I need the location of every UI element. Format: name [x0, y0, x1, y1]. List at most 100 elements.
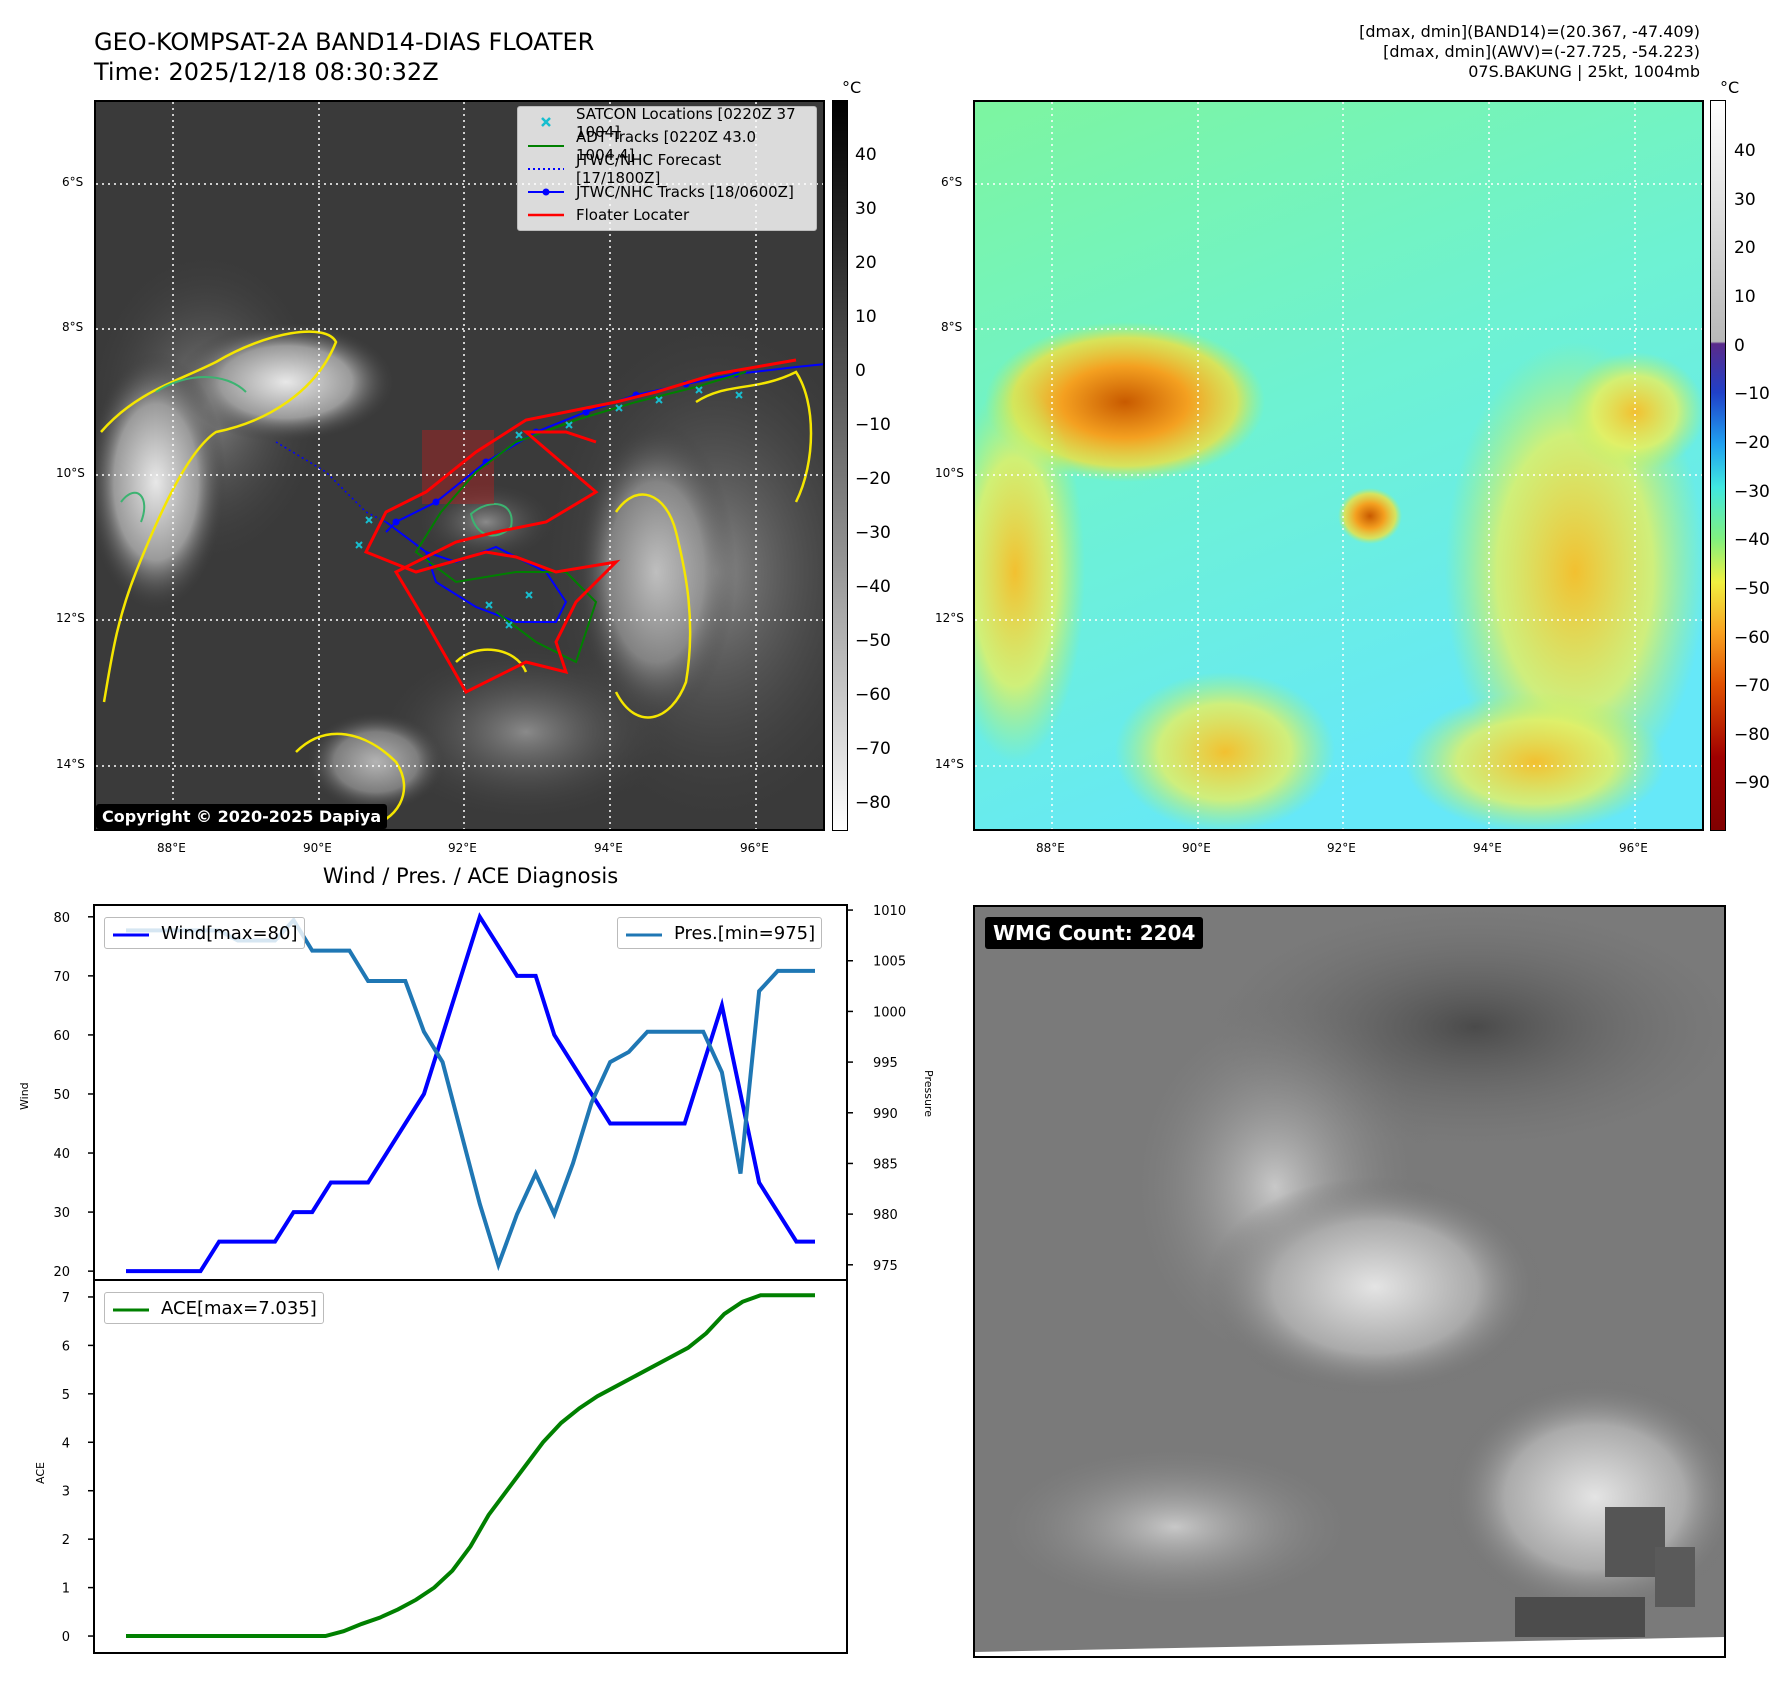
pressure-tick-label: 1000 — [873, 1005, 906, 1020]
ace-legend: ACE[max=7.035] — [104, 1292, 324, 1324]
ace-axis-label: ACE — [34, 1462, 47, 1484]
wmg-image — [975, 907, 1724, 1656]
ace-tick-label: 3 — [62, 1485, 70, 1500]
ace-tick-label: 6 — [62, 1339, 70, 1354]
diagnosis-title: Wind / Pres. / ACE Diagnosis — [322, 864, 619, 888]
satcon-marker-icon — [526, 116, 566, 130]
forecast-line-icon — [526, 162, 566, 176]
pressure-legend: Pres.[min=975] — [617, 917, 823, 949]
left-cbar-tick: −60 — [855, 685, 891, 705]
wmg-panel: WMG Count: 2204 — [973, 905, 1726, 1658]
lat-label-8s: 8°S — [62, 320, 84, 334]
floater-line-icon — [526, 208, 566, 222]
right-cbar-tick: −90 — [1734, 773, 1770, 793]
diagnosis-charts: 2030405060708097598098599099510001005101… — [53, 904, 906, 1654]
ace-line-icon — [111, 1301, 151, 1315]
adt-line-icon — [526, 139, 566, 153]
legend-forecast-label: JTWC/NHC Forecast [17/1800Z] — [576, 150, 722, 187]
legend-tracks-label: JTWC/NHC Tracks [18/0600Z] — [576, 182, 794, 201]
wind-chart-frame — [93, 904, 848, 1281]
ace-tick-label: 2 — [62, 1533, 70, 1548]
pressure-tick-label: 985 — [873, 1157, 898, 1172]
lat-label-8s: 8°S — [941, 320, 963, 334]
right-cbar-tick: −30 — [1734, 482, 1770, 502]
lon-label-94e: 94°E — [594, 841, 623, 855]
lon-label-88e: 88°E — [1036, 841, 1065, 855]
left-colorbar-unit: °C — [842, 78, 862, 97]
storm-info: 07S.BAKUNG | 25kt, 1004mb — [1468, 62, 1700, 81]
wind-line-icon — [111, 926, 151, 940]
track-legend: SATCON Locations [0220Z 37 1004] ADT Tra… — [517, 105, 817, 231]
lon-label-88e: 88°E — [157, 841, 186, 855]
lon-label-96e: 96°E — [740, 841, 769, 855]
right-cbar-tick: −10 — [1734, 384, 1770, 404]
legend-floater-label: Floater Locater — [576, 205, 690, 224]
lat-label-12s: 12°S — [56, 611, 85, 625]
legend-adt-label: ADT Tracks [0220Z 43.0 1004.4] — [576, 127, 757, 164]
left-cbar-tick: 20 — [855, 253, 877, 273]
pressure-tick-label: 975 — [873, 1259, 898, 1274]
lon-label-96e: 96°E — [1619, 841, 1648, 855]
lat-label-6s: 6°S — [941, 175, 963, 189]
left-cbar-tick: 40 — [855, 145, 877, 165]
left-cbar-tick: −10 — [855, 415, 891, 435]
ace-tick-label: 0 — [62, 1630, 70, 1645]
ace-tick-label: 1 — [62, 1582, 70, 1597]
lon-label-94e: 94°E — [1473, 841, 1502, 855]
pressure-legend-label: Pres.[min=975] — [674, 922, 816, 944]
pressure-tick-label: 980 — [873, 1208, 898, 1223]
left-cbar-tick: −50 — [855, 631, 891, 651]
lat-label-6s: 6°S — [62, 175, 84, 189]
legend-adt: ADT Tracks [0220Z 43.0 1004.4] — [526, 128, 808, 164]
wind-legend-label: Wind[max=80] — [161, 922, 298, 944]
right-cbar-tick: −50 — [1734, 579, 1770, 599]
band14-range: [dmax, dmin](BAND14)=(20.367, -47.409) — [1359, 22, 1700, 41]
legend-satcon: SATCON Locations [0220Z 37 1004] — [526, 105, 808, 141]
wind-tick-label: 20 — [53, 1265, 70, 1280]
wind-tick-label: 80 — [53, 911, 70, 926]
wind-tick-label: 30 — [53, 1206, 70, 1221]
wind-tick-label: 50 — [53, 1088, 70, 1103]
wind-pressure-chart: 20 30 40 50 60 70 80 975 980 985 990 995 1000 1005 101… — [53, 904, 906, 1281]
ir-map-panel: SATCON Locations [0220Z 37 1004] ADT Tra… — [94, 100, 825, 831]
wind-series-line — [126, 912, 815, 1274]
wind-legend: Wind[max=80] — [104, 917, 305, 949]
tracks-line-icon — [526, 185, 566, 199]
ace-tick-label: 5 — [62, 1388, 70, 1403]
pressure-tick-label: 1005 — [873, 955, 906, 970]
lon-label-90e: 90°E — [1182, 841, 1211, 855]
left-cbar-tick: 0 — [855, 361, 866, 381]
figure-title: GEO-KOMPSAT-2A BAND14-DIAS FLOATER — [94, 28, 595, 56]
ace-tick-label: 4 — [62, 1436, 70, 1451]
pressure-tick-label: 1010 — [873, 904, 906, 919]
wind-tick-label: 70 — [53, 970, 70, 985]
pressure-series-line — [126, 916, 815, 1272]
awv-map — [975, 102, 1702, 829]
right-cbar-tick: 30 — [1734, 190, 1756, 210]
right-cbar-tick: −70 — [1734, 676, 1770, 696]
lat-label-10s: 10°S — [56, 466, 85, 480]
awv-map-panel — [973, 100, 1704, 831]
lat-label-10s: 10°S — [935, 466, 964, 480]
right-cbar-tick: 0 — [1734, 336, 1745, 356]
ace-chart-frame — [93, 1279, 848, 1654]
legend-tracks: JTWC/NHC Tracks [18/0600Z] — [526, 180, 808, 203]
right-colorbar — [1710, 100, 1726, 831]
ace-chart: 0 1 2 3 4 5 6 7 — [62, 1279, 848, 1654]
pressure-line-icon — [624, 926, 664, 940]
wmg-count-badge: WMG Count: 2204 — [985, 917, 1204, 949]
ace-series-line — [126, 1293, 815, 1639]
awv-range: [dmax, dmin](AWV)=(-27.725, -54.223) — [1383, 42, 1700, 61]
left-colorbar — [832, 100, 848, 831]
left-cbar-tick: 10 — [855, 307, 877, 327]
lon-label-92e: 92°E — [448, 841, 477, 855]
pressure-tick-label: 995 — [873, 1056, 898, 1071]
right-cbar-tick: −40 — [1734, 530, 1770, 550]
left-cbar-tick: −30 — [855, 523, 891, 543]
ace-legend-label: ACE[max=7.035] — [161, 1297, 317, 1319]
pressure-axis-label: Pressure — [922, 1070, 935, 1117]
right-colorbar-unit: °C — [1720, 78, 1740, 97]
right-cbar-tick: 40 — [1734, 141, 1756, 161]
pressure-tick-label: 990 — [873, 1107, 898, 1122]
legend-floater: Floater Locater — [526, 203, 808, 226]
